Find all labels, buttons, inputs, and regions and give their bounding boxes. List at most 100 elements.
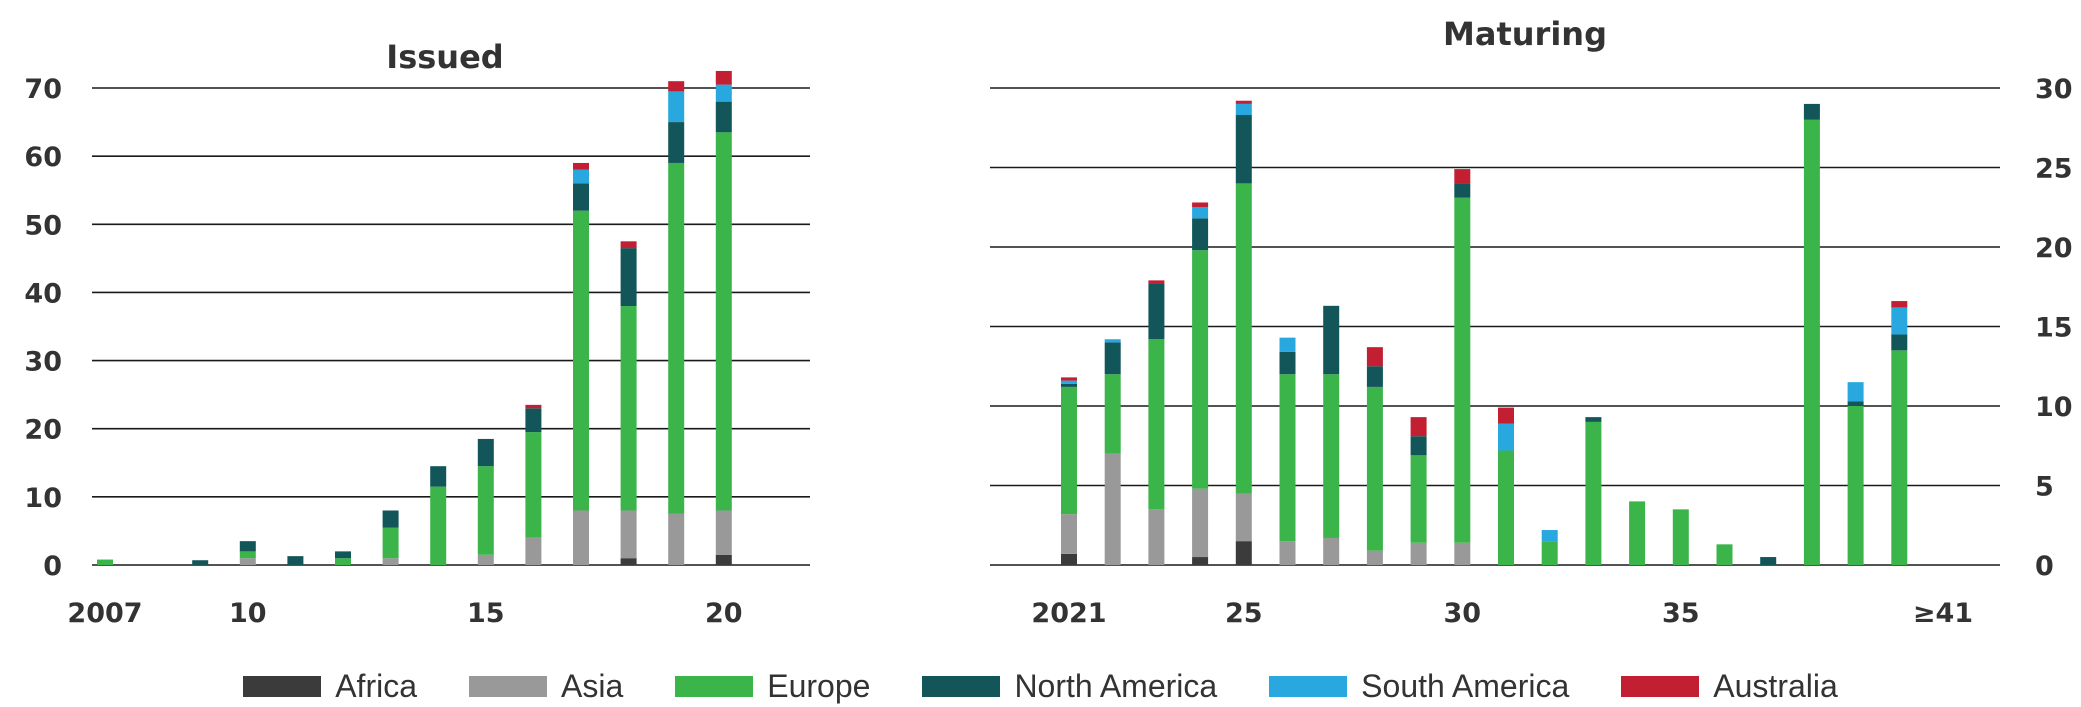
bar-segment-asia-2028 (1366, 550, 1383, 565)
legend-swatch-asia (469, 676, 547, 697)
bar-segment-north-america-2020 (715, 101, 732, 133)
bar-segment-south-america-2039 (1847, 382, 1864, 402)
bar-segment-north-america-2038 (1803, 103, 1820, 120)
bar-segment-south-america-2022 (1104, 339, 1121, 343)
bar-segment-africa-2024 (1192, 557, 1209, 565)
legend-item-north-america: North America (922, 668, 1217, 705)
bar-segment-europe-2014 (430, 486, 447, 565)
bar-segment-europe-2026 (1279, 374, 1296, 542)
bar-segment-north-america-2021 (1061, 383, 1077, 387)
bar-segment-australia-2029 (1410, 417, 1427, 437)
bar-segment-australia-2028 (1366, 347, 1383, 367)
y-tick-label: 30 (24, 347, 62, 378)
legend-swatch-africa (243, 676, 322, 697)
bar-segment-europe-2039 (1847, 406, 1864, 565)
bar-segment-europe-2035 (1672, 509, 1689, 565)
bar-segment-australia-2030 (1454, 169, 1471, 184)
bar-segment-europe-2032 (1541, 541, 1558, 565)
bar-segment-asia-2023 (1148, 509, 1165, 565)
bar-segment-europe-2027 (1323, 374, 1340, 538)
x-tick-label: 30 (1444, 598, 1482, 629)
bar-segment-europe-2018 (620, 306, 637, 511)
bar-segment-north-america-2011 (287, 556, 304, 565)
y-tick-label: 0 (43, 551, 62, 582)
x-tick-label: 20 (705, 598, 743, 629)
bar-segment-north-america-2012 (335, 551, 351, 559)
bar-segment-south-america-2025 (1235, 103, 1252, 116)
bar-segment-europe-2024 (1192, 250, 1209, 489)
legend-label-asia: Asia (561, 668, 624, 704)
y-tick-label: 30 (2035, 74, 2073, 105)
legend-swatch-south-america (1269, 676, 1348, 697)
issued-gridlines (92, 87, 810, 566)
y-tick-label: 70 (24, 74, 62, 105)
maturing-title: Maturing (1443, 15, 1607, 53)
bar-segment-north-america-2039 (1847, 401, 1864, 406)
bar-segment-asia-2026 (1279, 541, 1296, 565)
y-tick-label: 15 (2035, 313, 2073, 344)
bar-segment-australia-2021 (1061, 377, 1077, 381)
bar-segment-australia-2017 (573, 162, 589, 170)
bar-segment-europe-2010 (239, 551, 256, 559)
bar-segment-north-america-2029 (1410, 436, 1427, 456)
bar-segment-europe-2019 (668, 162, 685, 514)
bar-segment-north-america-2017 (573, 183, 589, 211)
x-tick-label: 25 (1225, 598, 1263, 629)
issued-y-axis: 0 10 20 30 40 50 60 70 (24, 74, 62, 582)
legend-swatch-australia (1621, 676, 1700, 697)
x-tick-label: 15 (467, 598, 505, 629)
bar-segment-asia-2027 (1323, 537, 1340, 565)
x-tick-label: 35 (1662, 598, 1700, 629)
bar-segment-south-america-2020 (715, 84, 732, 102)
bar-segment-south-america-2017 (573, 169, 589, 184)
bar-segment-asia-2019 (668, 513, 685, 565)
bar-segment-north-america-2024 (1192, 218, 1209, 251)
bar-segment-europe-2022 (1104, 374, 1121, 454)
bar-segment-north-america-2016 (525, 408, 542, 433)
bar-segment-europe-2038 (1803, 119, 1820, 566)
issued-chart: Issued 0 10 20 30 40 50 60 70 2007 10 15 20 (24, 38, 810, 629)
y-tick-label: 60 (24, 142, 62, 173)
legend-label-africa: Africa (335, 668, 417, 704)
bar-segment-australia-2025 (1235, 100, 1252, 104)
x-tick-label: 2021 (1031, 598, 1106, 629)
bar-segment-north-america-2015 (477, 438, 494, 467)
bar-segment-south-america-2019 (668, 91, 685, 123)
y-tick-label: 25 (2035, 154, 2073, 185)
legend: Africa Asia Europe North America South A… (0, 668, 2081, 705)
y-tick-label: 5 (2035, 472, 2054, 503)
legend-label-europe: Europe (767, 668, 871, 704)
bar-segment-north-america-2022 (1104, 342, 1121, 375)
legend-item-africa: Africa (243, 668, 417, 705)
bar-segment-north-america-2013 (382, 510, 399, 528)
bar-segment-africa-2018 (620, 558, 637, 565)
maturing-x-axis: 2021 25 30 35 ≥41 (1031, 598, 1973, 629)
bar-segment-asia-2018 (620, 510, 637, 559)
bar-segment-north-america-2010 (239, 541, 256, 552)
bar-segment-north-america-2019 (668, 122, 685, 163)
legend-item-australia: Australia (1621, 668, 1838, 705)
bar-segment-asia-2017 (573, 510, 589, 565)
bar-segment-europe-2017 (573, 210, 589, 511)
bar-segment-south-america-2024 (1192, 207, 1209, 219)
bar-segment-asia-2022 (1104, 453, 1121, 565)
legend-item-south-america: South America (1269, 668, 1569, 705)
bar-segment-europe-2007 (97, 559, 113, 565)
bar-segment-asia-2013 (382, 558, 399, 565)
bar-segment-australia-2016 (525, 404, 542, 409)
bar-segment-europe-2029 (1410, 455, 1427, 543)
bar-segment-north-america-2027 (1323, 305, 1340, 375)
bar-segment-north-america-2033 (1585, 417, 1602, 422)
bar-segment-europe-2028 (1366, 386, 1383, 551)
bar-segment-australia-2031 (1498, 407, 1514, 424)
maturing-bars (1061, 100, 1908, 566)
y-tick-label: 10 (2035, 392, 2073, 423)
bar-segment-australia-2020 (715, 70, 732, 85)
bar-segment-south-america-2021 (1061, 380, 1077, 384)
bar-segment-north-america-2028 (1366, 366, 1383, 387)
bar-segment-europe-2036 (1716, 544, 1733, 565)
bar-segment-asia-2025 (1235, 493, 1252, 542)
bar-segment-north-america-2018 (620, 248, 637, 307)
issued-x-axis: 2007 10 15 20 (67, 598, 742, 629)
